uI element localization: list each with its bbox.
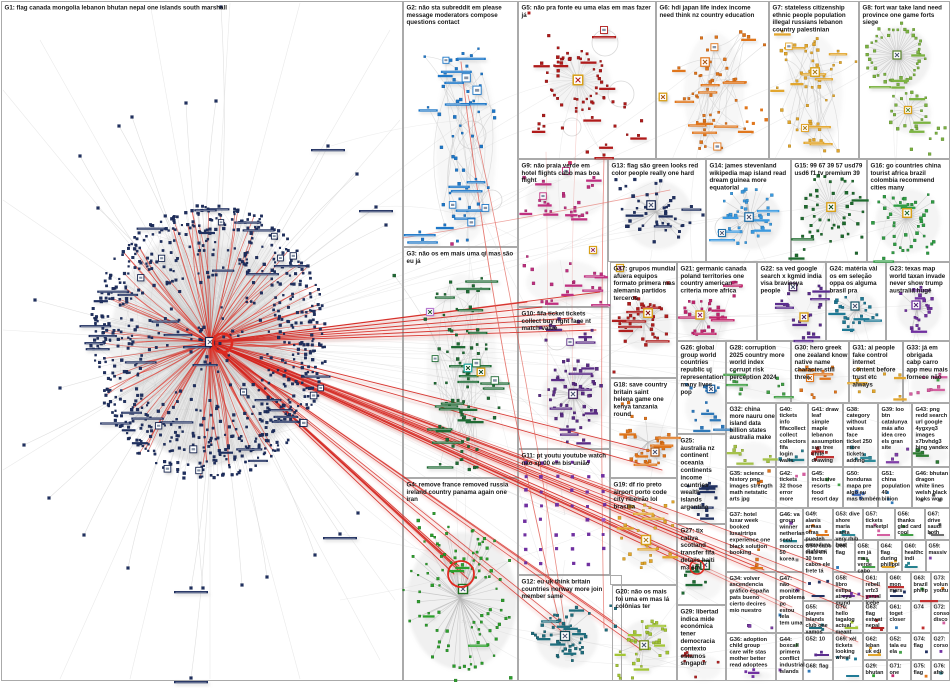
svg-text:G68: flag: G68: flag xyxy=(806,664,829,670)
svg-text:G1: flag canada mongolia leban: G1: flag canada mongolia lebanon bhutan … xyxy=(5,4,228,11)
svg-text:G52: 10: G52: 10 xyxy=(806,637,825,643)
svg-text:G74: G74 xyxy=(914,605,924,611)
